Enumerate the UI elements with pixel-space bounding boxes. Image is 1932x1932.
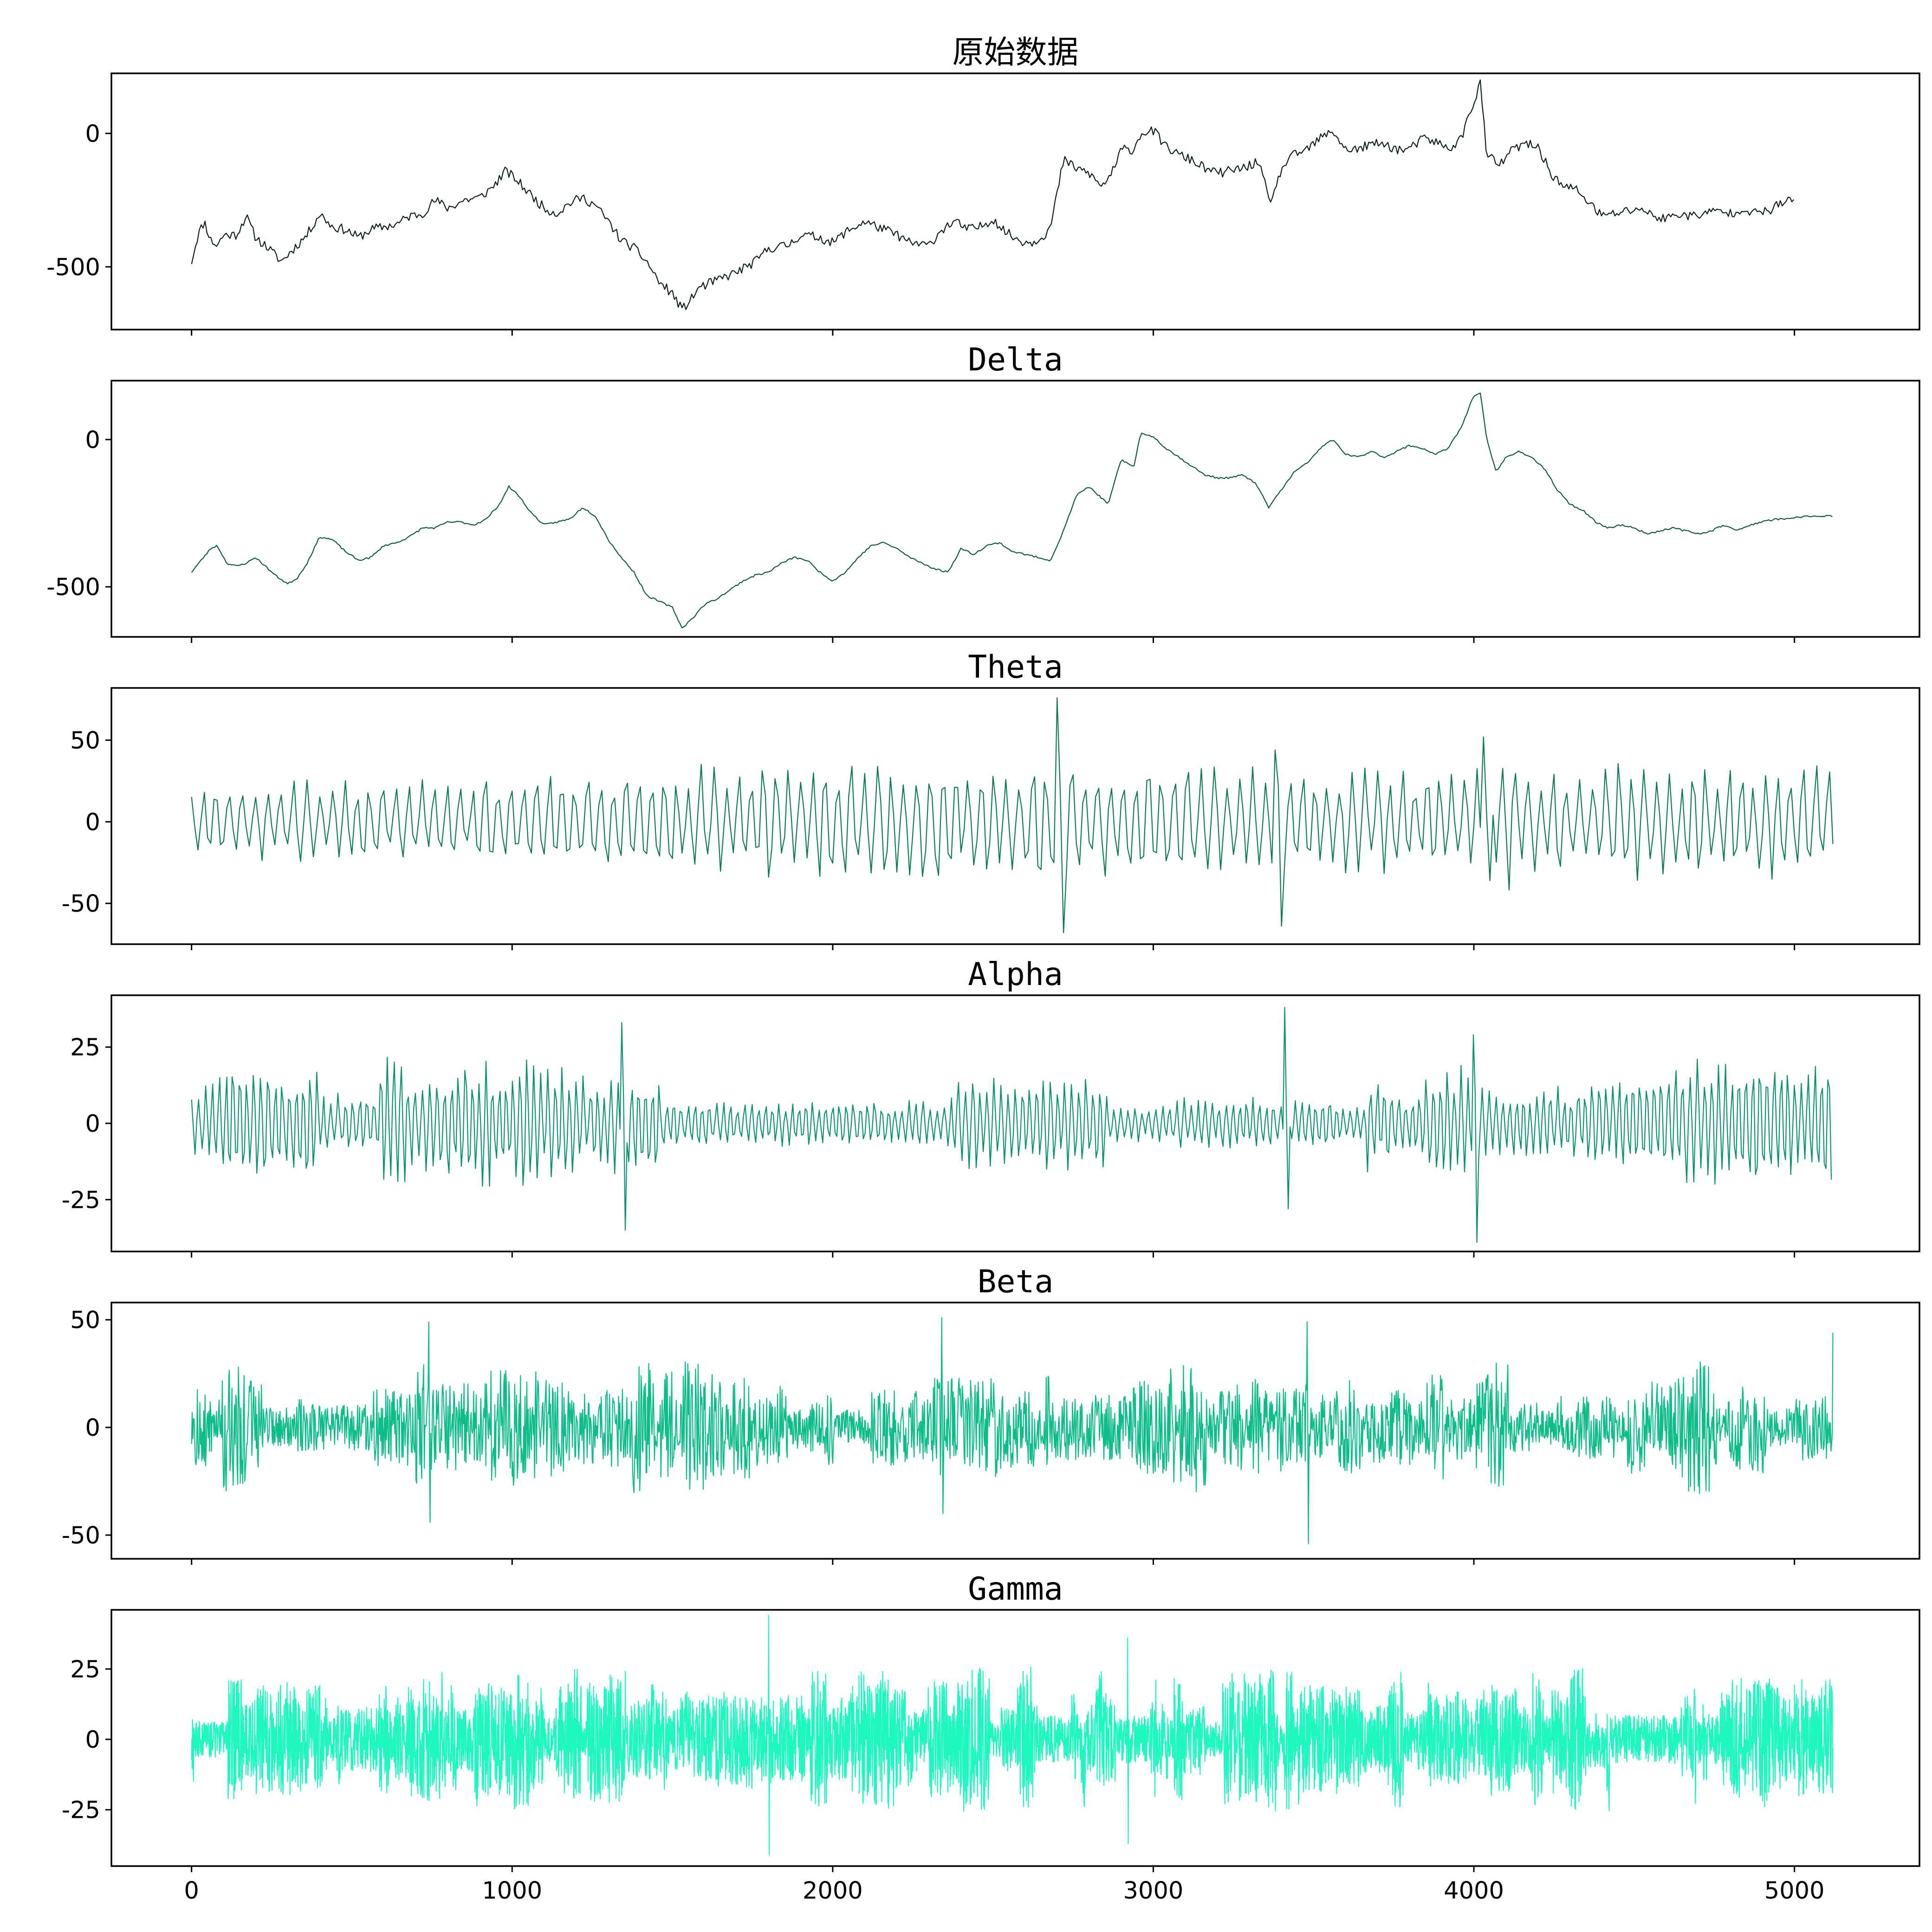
- y-tick-label: -25: [62, 1186, 100, 1214]
- series-line: [191, 79, 1795, 310]
- chart-panel-2: Theta -50 0 50: [62, 649, 1920, 950]
- x-tick-label: 0: [184, 1877, 199, 1905]
- y-tick-label: 0: [85, 809, 100, 836]
- y-tick-label: -50: [62, 1522, 100, 1549]
- series-line: [191, 392, 1833, 629]
- y-tick-label: 0: [85, 1414, 100, 1442]
- y-tick-label: -50: [62, 890, 100, 918]
- chart-panel-4: Beta -50 0 50: [62, 1264, 1920, 1565]
- series-line: [191, 1317, 1834, 1544]
- chart-title: Beta: [978, 1264, 1054, 1300]
- y-tick-label: -500: [46, 574, 100, 601]
- chart-title: Gamma: [968, 1571, 1063, 1608]
- y-tick-label: 0: [85, 1726, 100, 1754]
- y-tick-label: 50: [70, 727, 100, 755]
- chart-title: 原始数据: [952, 34, 1078, 71]
- series-line: [191, 697, 1834, 934]
- axes-frame: [110, 72, 1920, 331]
- x-tick-label: 5000: [1764, 1877, 1825, 1905]
- y-tick-label: 25: [70, 1034, 100, 1062]
- y-tick-label: 0: [85, 1110, 100, 1138]
- chart-panel-5: Gamma -25 0 25 0 1000 2000 3000 4000 5000: [62, 1571, 1920, 1905]
- x-tick-label: 4000: [1444, 1877, 1504, 1905]
- y-tick-label: 0: [85, 120, 100, 148]
- chart-panel-1: Delta -500 0: [46, 342, 1920, 643]
- series-line: [191, 1007, 1832, 1243]
- x-tick-label: 3000: [1123, 1877, 1184, 1905]
- y-tick-label: -500: [46, 254, 100, 281]
- x-tick-label: 1000: [482, 1877, 542, 1905]
- axes-frame: [110, 1609, 1920, 1867]
- axes-frame: [110, 380, 1920, 638]
- y-tick-label: 0: [85, 427, 100, 454]
- y-tick-label: -25: [62, 1797, 100, 1824]
- chart-title: Theta: [968, 649, 1063, 686]
- x-tick-label: 2000: [803, 1877, 863, 1905]
- chart-panel-0: 原始数据 -500 0: [46, 34, 1920, 336]
- y-tick-label: 25: [70, 1656, 100, 1683]
- y-tick-label: 50: [70, 1307, 100, 1334]
- axes-frame: [110, 1302, 1920, 1560]
- axes-frame: [110, 687, 1920, 945]
- series-line: [191, 1615, 1834, 1855]
- chart-title: Alpha: [968, 956, 1063, 993]
- chart-panel-3: Alpha -25 0 25: [62, 956, 1920, 1258]
- chart-title: Delta: [968, 342, 1063, 378]
